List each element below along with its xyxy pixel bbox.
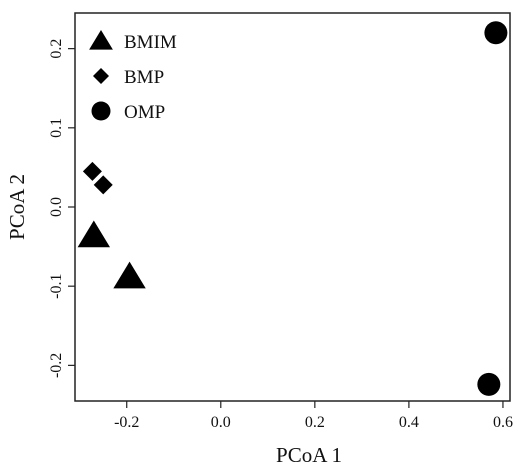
x-tick-label: 0.2 (305, 414, 325, 431)
legend-label-bmim: BMIM (124, 32, 177, 53)
y-tick-label: -0.2 (48, 353, 65, 378)
legend-marker-omp (91, 101, 111, 121)
data-point-bmp (82, 161, 102, 181)
y-tick-label: 0.0 (48, 197, 65, 217)
data-point-bmp (93, 175, 113, 195)
legend-label-omp: OMP (124, 102, 165, 123)
x-axis-title: PCoA 1 (276, 443, 342, 467)
data-points (77, 21, 508, 396)
legend-label-bmp: BMP (124, 67, 164, 88)
y-axis-ticks: -0.2 -0.1 0.0 0.1 0.2 (48, 39, 75, 378)
y-tick-label: 0.1 (48, 118, 65, 138)
y-tick-label: -0.1 (48, 274, 65, 299)
x-axis-ticks: -0.2 0.0 0.2 0.4 0.6 (114, 401, 513, 431)
x-tick-label: -0.2 (114, 414, 139, 431)
x-tick-label: 0.4 (399, 414, 419, 431)
legend-marker-bmim (89, 30, 113, 50)
y-tick-label: 0.2 (48, 39, 65, 59)
data-point-bmim (77, 220, 111, 248)
data-point-omp (477, 372, 501, 396)
x-tick-label: 0.0 (211, 414, 231, 431)
data-point-bmim (113, 261, 146, 289)
legend-marker-bmp (93, 68, 109, 84)
data-point-omp (484, 21, 508, 45)
y-axis-title: PCoA 2 (5, 174, 29, 240)
legend: BMIM BMP OMP (89, 30, 177, 123)
x-tick-label: 0.6 (493, 414, 513, 431)
